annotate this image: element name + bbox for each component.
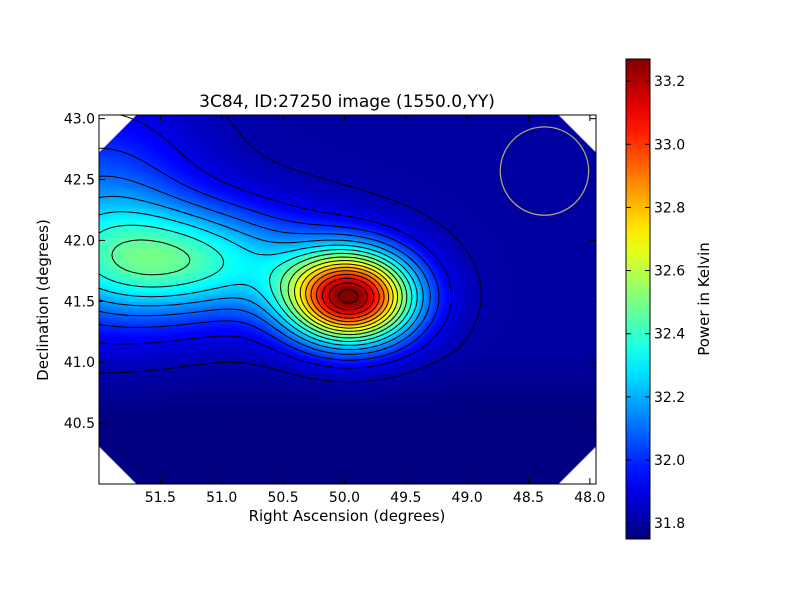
contour-level xyxy=(99,224,413,342)
x-axis-ticks: 51.5 51.0 50.5 50.0 49.5 49.0 48.5 48.0 xyxy=(145,115,605,506)
x-tick-label: 48.5 xyxy=(513,490,544,506)
colorbar-tick-label: 32.0 xyxy=(654,453,685,469)
x-tick-label: 50.0 xyxy=(329,490,360,506)
contour-level xyxy=(111,239,408,339)
colorbar-tick-label: 32.8 xyxy=(654,200,685,216)
y-tick-label: 40.5 xyxy=(64,416,95,432)
y-tick-label: 42.0 xyxy=(64,233,95,249)
chart-title: 3C84, ID:27250 image (1550.0,YY) xyxy=(199,92,495,112)
contour-level xyxy=(338,289,359,304)
contour-level xyxy=(99,195,424,351)
heatmap-image xyxy=(99,115,596,484)
colorbar-gradient xyxy=(626,59,650,539)
y-axis-ticks: 40.5 41.0 41.5 42.0 42.5 43.0 xyxy=(64,112,596,432)
contour-level xyxy=(99,115,482,383)
y-tick-label: 41.5 xyxy=(64,294,95,310)
colorbar-tick-label: 32.4 xyxy=(654,327,685,343)
contour-level xyxy=(99,211,418,346)
x-tick-label: 51.0 xyxy=(206,490,237,506)
colorbar-tick-label: 32.2 xyxy=(654,390,685,406)
contour-level xyxy=(99,147,440,361)
colorbar: 31.8 32.0 32.2 32.4 32.6 32.8 33.0 33.2 Power i… xyxy=(625,58,713,540)
contour-level xyxy=(321,277,375,315)
colorbar-tick-label: 33.2 xyxy=(654,74,685,90)
y-axis-label: Declination (degrees) xyxy=(34,219,52,381)
x-tick-label: 48.0 xyxy=(574,490,605,506)
x-tick-label: 51.5 xyxy=(145,490,176,506)
contour-level xyxy=(315,273,380,319)
x-tick-label: 50.5 xyxy=(267,490,298,506)
colorbar-frame xyxy=(625,58,651,540)
colorbar-tick-label: 33.0 xyxy=(654,137,685,153)
heatmap-panel: 51.5 51.0 50.5 50.0 49.5 49.0 48.5 48.0 40.5 41.… xyxy=(64,112,606,506)
contour-level xyxy=(287,256,403,336)
colorbar-label: Power in Kelvin xyxy=(695,242,713,356)
colorbar-tick-label: 31.8 xyxy=(654,516,685,532)
contour-level xyxy=(299,263,394,329)
contour-level xyxy=(99,175,431,355)
contour-lines xyxy=(99,115,482,383)
beam-circle xyxy=(499,126,590,216)
y-tick-label: 43.0 xyxy=(64,112,95,128)
plot-frame xyxy=(98,114,597,485)
colorbar-ticks: 31.8 32.0 32.2 32.4 32.6 32.8 33.0 33.2 xyxy=(626,74,685,532)
contour-level xyxy=(310,270,385,323)
contour-level xyxy=(328,282,368,311)
contour-level xyxy=(294,260,399,332)
contour-level xyxy=(305,266,390,326)
x-axis-label: Right Ascension (degrees) xyxy=(249,507,446,525)
x-tick-label: 49.0 xyxy=(452,490,483,506)
y-tick-label: 42.5 xyxy=(64,173,95,189)
x-tick-label: 49.5 xyxy=(390,490,421,506)
colorbar-tick-label: 32.6 xyxy=(654,264,685,280)
y-tick-label: 41.0 xyxy=(64,355,95,371)
